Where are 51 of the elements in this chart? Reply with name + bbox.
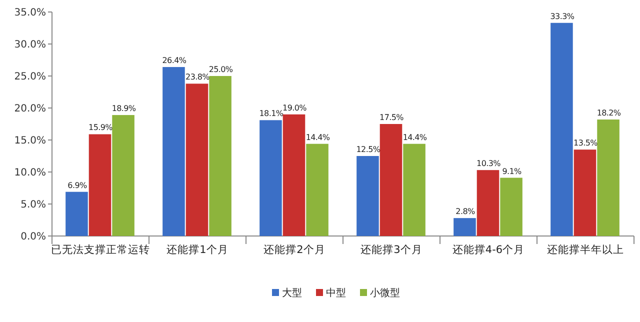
x-tick-label: 还能撑半年以上: [547, 243, 624, 256]
data-label: 9.1%: [502, 166, 522, 176]
bar: [306, 144, 328, 236]
data-label: 14.4%: [306, 132, 330, 142]
legend-label: 大型: [282, 287, 302, 299]
bar: [550, 22, 573, 236]
legend-label: 中型: [326, 287, 346, 299]
bar: [356, 156, 379, 236]
y-tick-label: 30.0%: [14, 40, 46, 50]
data-label: 25.0%: [208, 65, 234, 74]
data-label: 23.8%: [186, 72, 210, 82]
bar: [282, 114, 306, 236]
y-tick-label: 35.0%: [14, 8, 46, 18]
bar: [88, 134, 112, 236]
data-label: 12.5%: [356, 145, 381, 154]
y-tick-label: 15.0%: [14, 136, 46, 146]
data-label: 19.0%: [282, 103, 308, 112]
bar: [454, 218, 476, 236]
x-tick-label: 还能撑4-6个月: [452, 243, 525, 256]
data-label: 6.9%: [68, 180, 88, 190]
x-tick-label: 已无法支撑正常运转: [51, 243, 150, 256]
bar: [162, 67, 185, 236]
bar: [260, 120, 282, 236]
bar: [66, 192, 88, 236]
bar: [186, 84, 208, 236]
data-label: 18.1%: [259, 109, 284, 118]
x-tick-label: 还能撑2个月: [264, 243, 326, 256]
y-tick-label: 0.0%: [20, 232, 46, 242]
bar: [209, 76, 232, 236]
bar: [476, 170, 500, 236]
bar: [500, 178, 522, 236]
data-label: 26.4%: [162, 56, 187, 66]
data-label: 33.3%: [550, 12, 575, 21]
y-tick-label: 25.0%: [14, 72, 46, 82]
data-label: 17.5%: [380, 113, 404, 122]
data-label: 14.4%: [402, 132, 428, 142]
bar: [403, 144, 426, 236]
y-tick-label: 5.0%: [20, 200, 46, 210]
bar: [574, 150, 596, 236]
y-tick-label: 20.0%: [14, 104, 46, 114]
data-label: 18.2%: [596, 108, 622, 118]
x-tick-label: 还能撑3个月: [360, 243, 422, 256]
bar: [112, 115, 134, 236]
x-tick-label: 还能撑1个月: [166, 243, 228, 256]
data-label: 18.9%: [112, 104, 136, 114]
data-label: 10.3%: [476, 159, 502, 168]
legend-label: 小微型: [370, 287, 400, 299]
data-label: 2.8%: [456, 207, 476, 216]
bar: [380, 124, 402, 236]
bar: [597, 120, 620, 236]
y-tick-label: 10.0%: [14, 168, 46, 178]
